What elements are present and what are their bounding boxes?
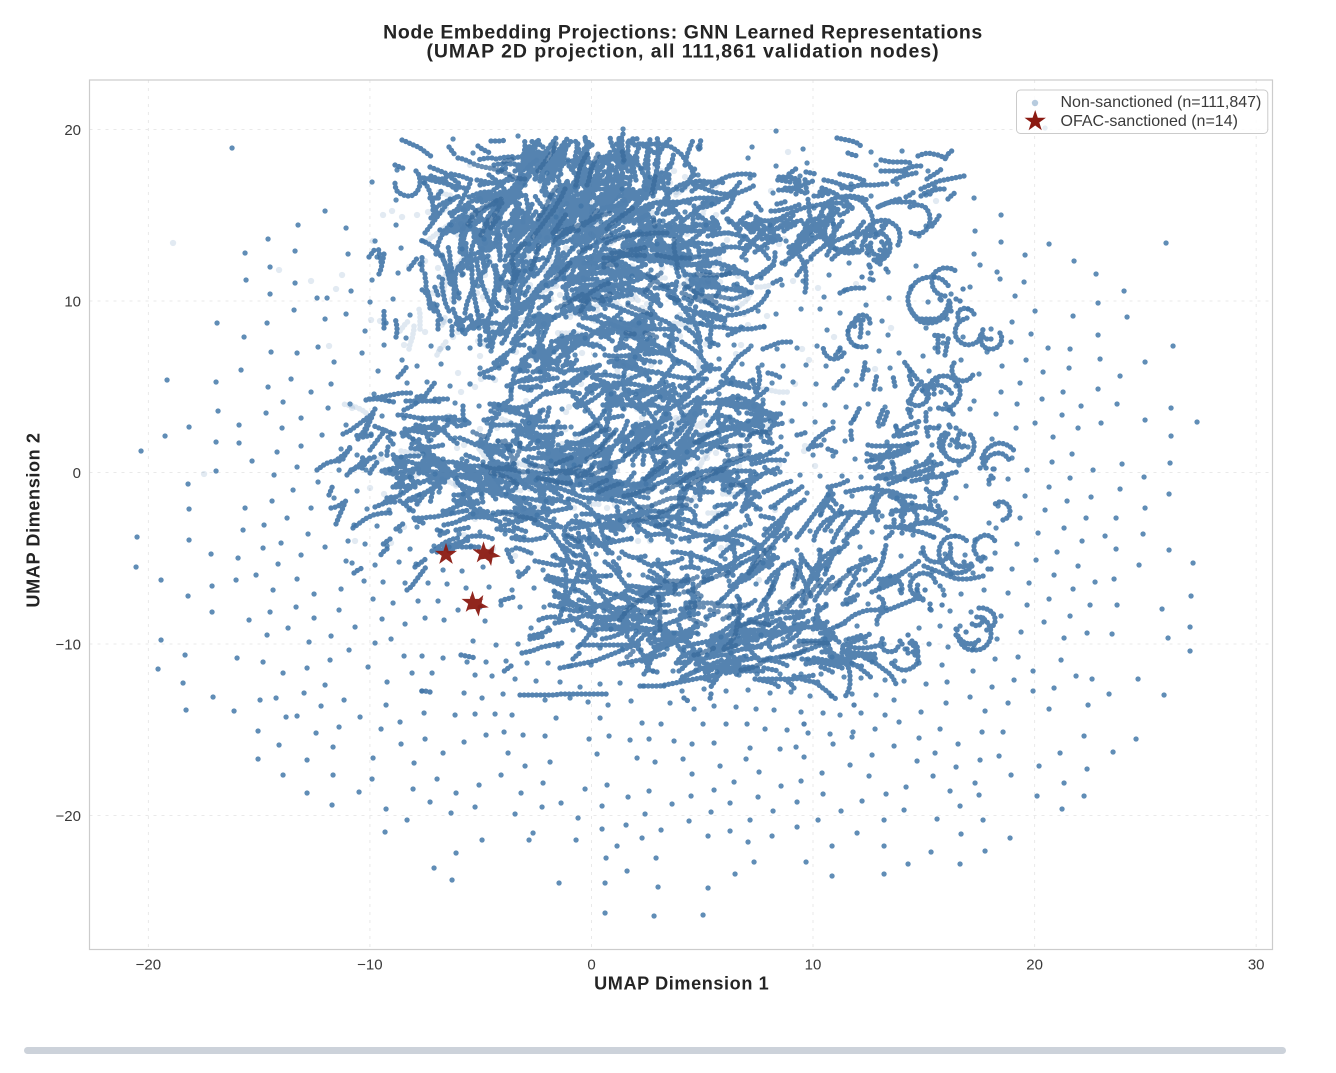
svg-text:−20: −20 [56, 808, 81, 825]
svg-text:Node Embedding Projections: GN: Node Embedding Projections: GNN Learned … [383, 22, 983, 44]
svg-text:(UMAP 2D projection, all 111,8: (UMAP 2D projection, all 111,861 validat… [426, 41, 939, 63]
svg-text:0: 0 [73, 465, 81, 482]
svg-text:UMAP Dimension 1: UMAP Dimension 1 [594, 973, 769, 993]
svg-text:UMAP Dimension 2: UMAP Dimension 2 [23, 432, 43, 607]
svg-text:20: 20 [64, 122, 81, 139]
svg-text:10: 10 [805, 957, 822, 974]
svg-text:Non-sanctioned (n=111,847): Non-sanctioned (n=111,847) [1061, 94, 1262, 111]
svg-text:−20: −20 [136, 957, 161, 974]
svg-text:OFAC-sanctioned (n=14): OFAC-sanctioned (n=14) [1061, 113, 1238, 130]
svg-text:20: 20 [1026, 957, 1043, 974]
svg-text:−10: −10 [56, 636, 81, 653]
svg-text:0: 0 [587, 957, 595, 974]
svg-text:10: 10 [64, 293, 81, 310]
svg-text:30: 30 [1248, 957, 1265, 974]
svg-text:−10: −10 [357, 957, 382, 974]
